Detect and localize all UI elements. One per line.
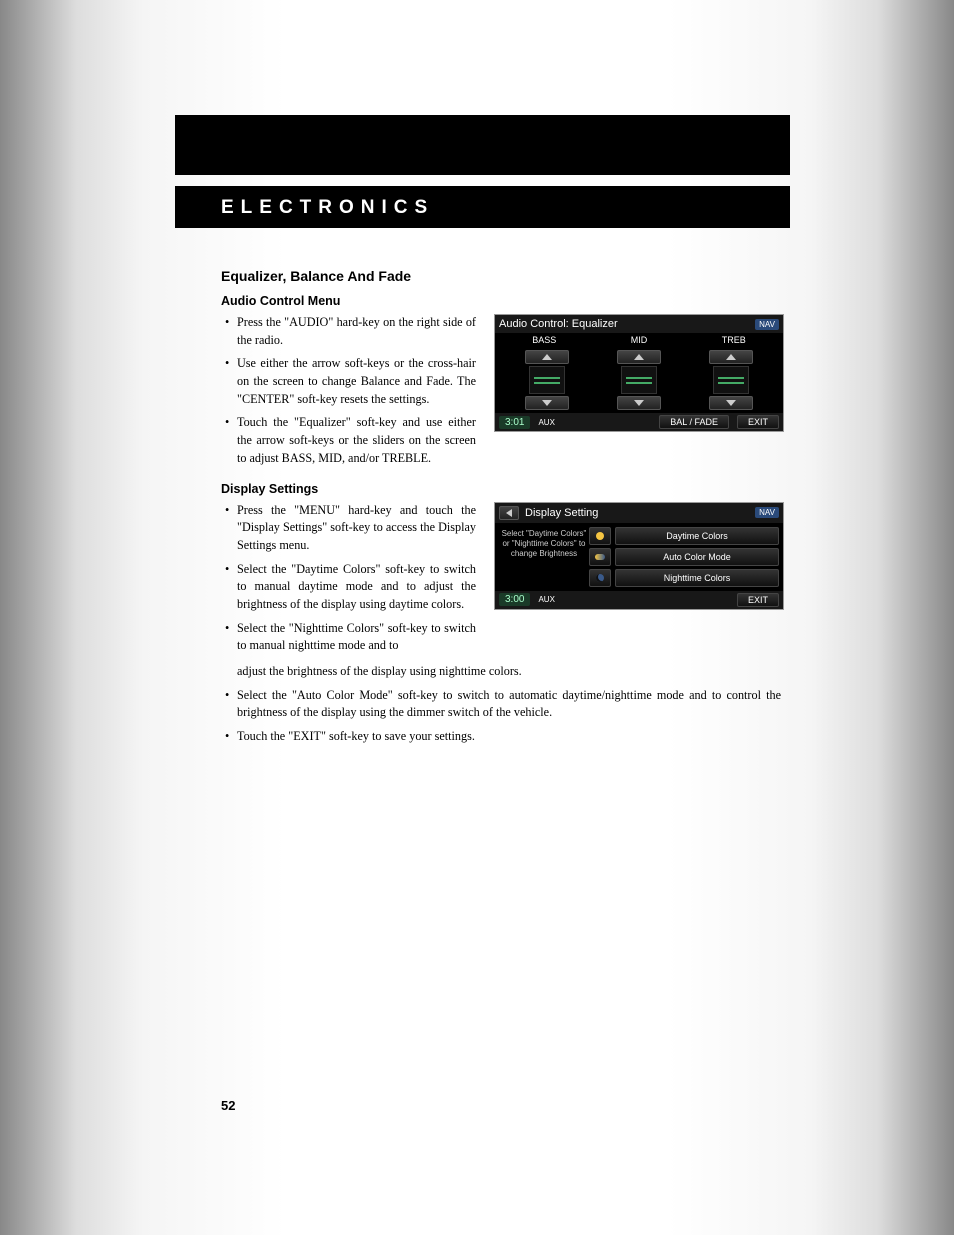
section-title: Equalizer, Balance And Fade (221, 268, 789, 284)
eq-slider[interactable] (529, 366, 565, 394)
bullet-item: Touch the "Equalizer" soft-key and use e… (221, 414, 476, 467)
eq-label-mid: MID (631, 335, 648, 345)
bullet-item: Select the "Nighttime Colors" soft-key t… (221, 620, 476, 655)
eq-label-bass: BASS (532, 335, 556, 345)
eq-down-button[interactable] (525, 396, 569, 410)
arrow-left-icon (506, 509, 512, 517)
aux-label: AUX (538, 595, 554, 604)
ds-title: Display Setting (525, 507, 598, 519)
nighttime-colors-button[interactable]: Nighttime Colors (615, 569, 779, 587)
triangle-down-icon (726, 400, 736, 406)
daytime-colors-button[interactable]: Daytime Colors (615, 527, 779, 545)
clock-display: 3:01 (499, 416, 530, 429)
bullet-item: Select the "Auto Color Mode" soft-key to… (221, 687, 781, 722)
bullet-item: Select the "Daytime Colors" soft-key to … (221, 561, 476, 614)
bullet-item: Press the "AUDIO" hard-key on the right … (221, 314, 476, 349)
eq-down-button[interactable] (709, 396, 753, 410)
triangle-up-icon (634, 354, 644, 360)
display-setting-screenshot: Display Setting NAV Select "Daytime Colo… (494, 502, 784, 610)
auto-icon (589, 548, 611, 566)
aux-label: AUX (538, 418, 554, 427)
bullet-item: Use either the arrow soft-keys or the cr… (221, 355, 476, 408)
page-number: 52 (221, 1098, 235, 1113)
ds-help-text: Select "Daytime Colors" or "Nighttime Co… (499, 527, 589, 587)
sun-icon (589, 527, 611, 545)
eq-channel-treb (694, 349, 768, 411)
bullet-item: Touch the "EXIT" soft-key to save your s… (221, 728, 781, 746)
balfade-button[interactable]: BAL / FADE (659, 415, 729, 429)
eq-channel-bass (510, 349, 584, 411)
eq-down-button[interactable] (617, 396, 661, 410)
eq-channel-mid (602, 349, 676, 411)
bullets-display-wide: Select the "Auto Color Mode" soft-key to… (221, 687, 781, 746)
exit-button[interactable]: EXIT (737, 593, 779, 607)
eq-slider[interactable] (713, 366, 749, 394)
page-content: Equalizer, Balance And Fade Audio Contro… (221, 268, 789, 752)
top-black-band (175, 115, 790, 175)
bullets-display-narrow: Press the "MENU" hard-key and touch the … (221, 502, 476, 656)
moon-icon (589, 569, 611, 587)
subhead-audio-control: Audio Control Menu (221, 294, 789, 308)
triangle-up-icon (542, 354, 552, 360)
subhead-display-settings: Display Settings (221, 482, 789, 496)
eq-up-button[interactable] (709, 350, 753, 364)
nav-badge: NAV (755, 507, 779, 518)
exit-button[interactable]: EXIT (737, 415, 779, 429)
clock-display: 3:00 (499, 593, 530, 606)
eq-label-treb: TREB (722, 335, 746, 345)
bullet-continuation: adjust the brightness of the display usi… (221, 663, 781, 681)
nav-badge: NAV (755, 319, 779, 330)
eq-up-button[interactable] (525, 350, 569, 364)
triangle-down-icon (634, 400, 644, 406)
triangle-down-icon (542, 400, 552, 406)
bullet-item: Press the "MENU" hard-key and touch the … (221, 502, 476, 555)
auto-color-mode-button[interactable]: Auto Color Mode (615, 548, 779, 566)
bullets-audio-control: Press the "AUDIO" hard-key on the right … (221, 314, 476, 468)
eq-up-button[interactable] (617, 350, 661, 364)
back-button[interactable] (499, 506, 519, 520)
eq-slider[interactable] (621, 366, 657, 394)
eq-title: Audio Control: Equalizer (499, 318, 618, 330)
triangle-up-icon (726, 354, 736, 360)
equalizer-screenshot: Audio Control: Equalizer NAV BASS MID TR… (494, 314, 784, 432)
chapter-header: ELECTRONICS (175, 186, 790, 228)
